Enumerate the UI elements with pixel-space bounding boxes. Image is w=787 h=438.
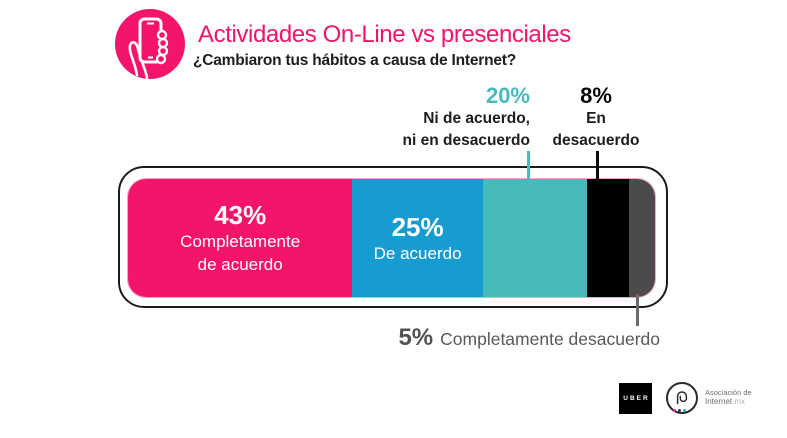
bar-segment-ni-de-acuerdo-ni-en-desacuerdo [482, 179, 588, 297]
asociacion-internet-icon [666, 382, 698, 414]
callout-strongly-disagree: 5% Completamente desacuerdo [290, 324, 660, 352]
callout-neutral-line1: Ni de acuerdo, [423, 110, 530, 127]
bar-segment-completamente-desacuerdo [628, 179, 655, 297]
hand-holding-phone-icon [115, 9, 185, 79]
callout-strongly-disagree-label: Completamente desacuerdo [440, 329, 660, 349]
callout-strongly-disagree-percent: 5% [398, 324, 434, 351]
dot-cyan-icon [683, 409, 686, 412]
segment-text-label: De acuerdo [373, 243, 462, 263]
callout-neutral: 20% Ni de acuerdo, ni en desacuerdo [300, 84, 530, 151]
segment-percent-label: 43% [214, 200, 267, 230]
bar-segment-en-desacuerdo [587, 179, 629, 297]
segment-text-label: de acuerdo [197, 255, 283, 274]
callout-neutral-line2: ni en desacuerdo [402, 131, 530, 149]
page-subtitle: ¿Cambiaron tus hábitos a causa de Intern… [193, 52, 516, 69]
bar-segment-completamente-de-acuerdo: 43% Completamente de acuerdo [128, 179, 353, 297]
callout-disagree-line1: En [586, 110, 606, 127]
segment-text-label: Completamente [180, 232, 301, 251]
leader-line-strongly-disagree [636, 294, 639, 326]
asociacion-wordmark-line2: Internet.mx [705, 397, 752, 406]
bar-segment-de-acuerdo: 25% De acuerdo [352, 179, 483, 297]
asociacion-wordmark-line1: Asociación de [705, 388, 752, 397]
leader-line-disagree [596, 151, 599, 182]
callout-neutral-percent: 20% [485, 83, 530, 108]
page-title: Actividades On-Line vs presenciales [198, 21, 571, 48]
segment-percent-label: 25% [391, 211, 444, 242]
asociacion-wordmark-tld: .mx [732, 397, 746, 406]
uber-logo-text: UBER [623, 395, 650, 402]
dot-pink-icon [673, 409, 676, 412]
callout-disagree-percent: 8% [580, 83, 612, 108]
asociacion-dots-icon [673, 409, 686, 412]
stacked-bar: 43% Completamente de acuerdo 25% De acuerdo [128, 179, 655, 297]
dot-navy-icon [678, 409, 681, 412]
callout-disagree: 8% En desacuerdo [545, 84, 647, 151]
asociacion-wordmark-name: Internet [705, 397, 733, 406]
asociacion-internet-glyph [676, 391, 688, 405]
asociacion-internet-wordmark: Asociación de Internet.mx [705, 388, 752, 406]
callout-disagree-line2: desacuerdo [552, 131, 640, 149]
leader-line-neutral [527, 151, 530, 182]
uber-logo: UBER [619, 383, 652, 414]
